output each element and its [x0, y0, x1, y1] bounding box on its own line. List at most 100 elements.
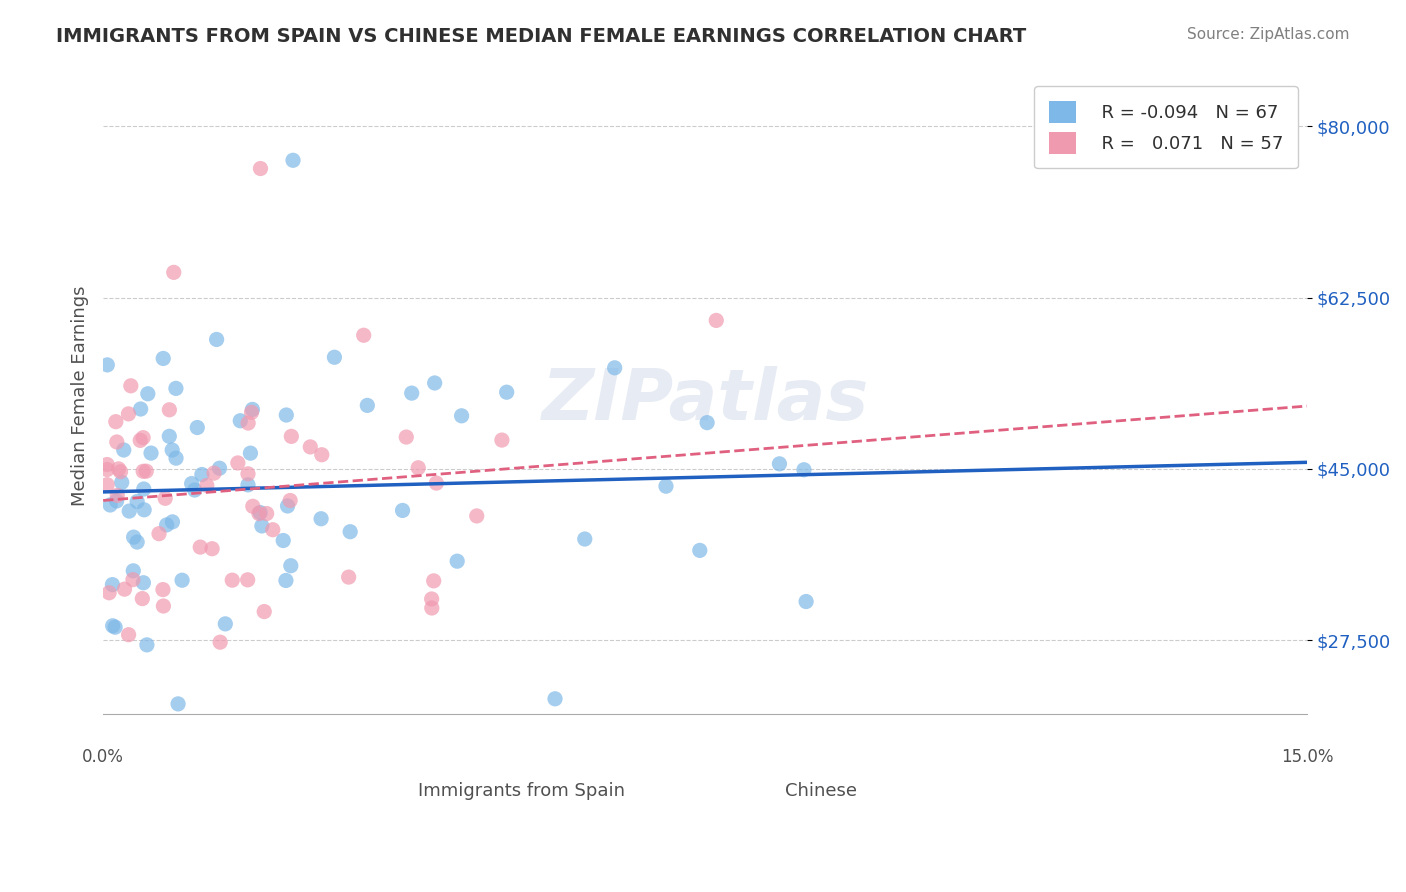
- Point: [156, 517, 179, 532]
- Point: [281, 153, 304, 168]
- Point: [152, 351, 174, 366]
- Point: [574, 532, 596, 546]
- Point: [110, 465, 132, 479]
- Point: [280, 429, 302, 443]
- Point: [309, 512, 332, 526]
- Point: [423, 376, 446, 390]
- Point: [221, 573, 243, 587]
- Point: [148, 526, 170, 541]
- Point: [105, 494, 128, 508]
- Point: [236, 573, 259, 587]
- Point: [191, 467, 214, 482]
- Point: [104, 415, 127, 429]
- Point: [323, 351, 346, 365]
- Point: [122, 564, 145, 578]
- Point: [205, 333, 228, 347]
- Point: [395, 430, 418, 444]
- Point: [105, 435, 128, 450]
- Point: [337, 570, 360, 584]
- Point: [256, 507, 278, 521]
- Point: [311, 448, 333, 462]
- Point: [157, 429, 180, 443]
- Point: [96, 358, 118, 372]
- Point: [208, 461, 231, 475]
- Point: [117, 407, 139, 421]
- Point: [401, 386, 423, 401]
- Point: [136, 386, 159, 401]
- Point: [96, 462, 118, 476]
- Point: [239, 446, 262, 460]
- Point: [122, 573, 145, 587]
- Point: [262, 523, 284, 537]
- Point: [603, 360, 626, 375]
- Text: Source: ZipAtlas.com: Source: ZipAtlas.com: [1187, 27, 1350, 42]
- Point: [165, 451, 187, 466]
- Point: [118, 504, 141, 518]
- Text: ZIPatlas: ZIPatlas: [541, 366, 869, 435]
- Point: [655, 479, 678, 493]
- Point: [446, 554, 468, 568]
- Point: [153, 491, 176, 506]
- Legend:   R = -0.094   N = 67,   R =   0.071   N = 57: R = -0.094 N = 67, R = 0.071 N = 57: [1035, 87, 1298, 169]
- Point: [356, 398, 378, 412]
- Point: [425, 476, 447, 491]
- Point: [132, 482, 155, 496]
- Point: [495, 385, 517, 400]
- Point: [163, 265, 186, 279]
- Point: [129, 402, 152, 417]
- Point: [98, 498, 121, 512]
- Point: [132, 575, 155, 590]
- Point: [236, 478, 259, 492]
- Point: [249, 506, 271, 520]
- Point: [112, 442, 135, 457]
- Point: [135, 638, 157, 652]
- Point: [240, 405, 263, 419]
- Point: [422, 574, 444, 588]
- Point: [114, 582, 136, 596]
- Point: [249, 161, 271, 176]
- Point: [247, 507, 270, 521]
- Point: [420, 592, 443, 607]
- Point: [167, 697, 190, 711]
- Text: Immigrants from Spain: Immigrants from Spain: [418, 782, 624, 800]
- Point: [152, 582, 174, 597]
- Point: [96, 477, 118, 491]
- Point: [101, 619, 124, 633]
- Point: [183, 483, 205, 497]
- Point: [299, 440, 322, 454]
- Point: [339, 524, 361, 539]
- Point: [768, 457, 790, 471]
- Point: [420, 601, 443, 615]
- Point: [278, 493, 301, 508]
- Point: [101, 577, 124, 591]
- Point: [139, 446, 162, 460]
- Point: [274, 574, 297, 588]
- Point: [696, 416, 718, 430]
- Point: [391, 503, 413, 517]
- Point: [450, 409, 472, 423]
- Point: [132, 464, 155, 478]
- Point: [242, 402, 264, 417]
- Point: [704, 313, 727, 327]
- Point: [162, 515, 184, 529]
- Point: [157, 402, 180, 417]
- Point: [544, 691, 567, 706]
- Point: [172, 573, 194, 587]
- Point: [127, 535, 149, 549]
- Point: [129, 434, 152, 448]
- Point: [209, 635, 232, 649]
- Point: [406, 460, 429, 475]
- Point: [120, 379, 142, 393]
- Point: [794, 594, 817, 608]
- Point: [107, 462, 129, 476]
- Point: [229, 414, 252, 428]
- Point: [152, 599, 174, 613]
- Point: [214, 616, 236, 631]
- Point: [98, 586, 121, 600]
- Point: [253, 605, 276, 619]
- Point: [195, 478, 218, 492]
- Point: [117, 628, 139, 642]
- Y-axis label: Median Female Earnings: Median Female Earnings: [72, 285, 89, 506]
- Point: [280, 558, 302, 573]
- Point: [111, 475, 134, 490]
